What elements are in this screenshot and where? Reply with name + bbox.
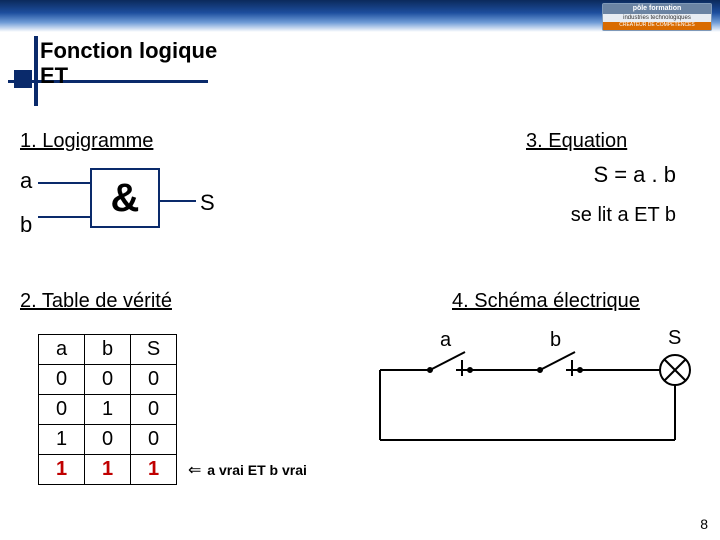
cell-highlight: 1	[39, 455, 85, 485]
logo-line1: pôle	[633, 5, 647, 12]
section-heading-truthtable: 2. Table de vérité	[20, 290, 172, 313]
section-heading-equation: 3. Equation	[526, 130, 627, 153]
and-gate-box: &	[90, 168, 160, 228]
wire-b	[38, 216, 90, 218]
equation-formula: S = a . b	[593, 162, 676, 188]
table-header-row: a b S	[39, 335, 177, 365]
section-heading-logigramme: 1. Logigramme	[20, 130, 153, 153]
schematic-label-s: S	[668, 330, 681, 349]
cell: 0	[131, 365, 177, 395]
logigramme-input-a: a	[20, 168, 32, 194]
electrical-schematic: a b S	[370, 330, 700, 480]
wire-a	[38, 182, 90, 184]
cell: 0	[39, 395, 85, 425]
table-row: 0 0 0	[39, 365, 177, 395]
schematic-label-b: b	[550, 330, 561, 351]
title-cross-vertical	[34, 36, 38, 106]
logo-line2: formation	[649, 5, 681, 12]
section-heading-schematic: 4. Schéma électrique	[452, 290, 640, 313]
cell: 1	[39, 425, 85, 455]
cell: 0	[131, 425, 177, 455]
cell: 1	[85, 395, 131, 425]
th-a: a	[39, 335, 85, 365]
logigramme-output-s: S	[200, 190, 215, 216]
page-number: 8	[700, 516, 708, 532]
table-row: 1 1 1	[39, 455, 177, 485]
th-s: S	[131, 335, 177, 365]
cell-highlight: 1	[85, 455, 131, 485]
truth-table: a b S 0 0 0 0 1 0 1 0 0 1 1 1	[38, 334, 177, 485]
cell: 0	[85, 365, 131, 395]
logigramme-input-b: b	[20, 212, 32, 238]
logigramme-diagram: a b & S	[20, 160, 260, 250]
logo-line4: CRÉATEUR DE COMPÉTENCES	[603, 22, 711, 30]
cell-highlight: 1	[131, 455, 177, 485]
wire-s	[160, 200, 196, 202]
table-row: 1 0 0	[39, 425, 177, 455]
equation-reads-as: se lit a ET b	[571, 204, 676, 227]
note-arrow-icon: ⇐	[188, 462, 201, 479]
schematic-label-a: a	[440, 330, 452, 351]
title-cross-square	[14, 70, 32, 88]
cell: 0	[85, 425, 131, 455]
brand-logo: pôle formation industries technologiques…	[602, 3, 712, 31]
page-title: Fonction logique ET	[40, 38, 217, 89]
th-b: b	[85, 335, 131, 365]
cell: 0	[39, 365, 85, 395]
truth-table-note: ⇐ a vrai ET b vrai	[188, 462, 307, 480]
table-row: 0 1 0	[39, 395, 177, 425]
cell: 0	[131, 395, 177, 425]
note-text: a vrai ET b vrai	[207, 462, 307, 478]
